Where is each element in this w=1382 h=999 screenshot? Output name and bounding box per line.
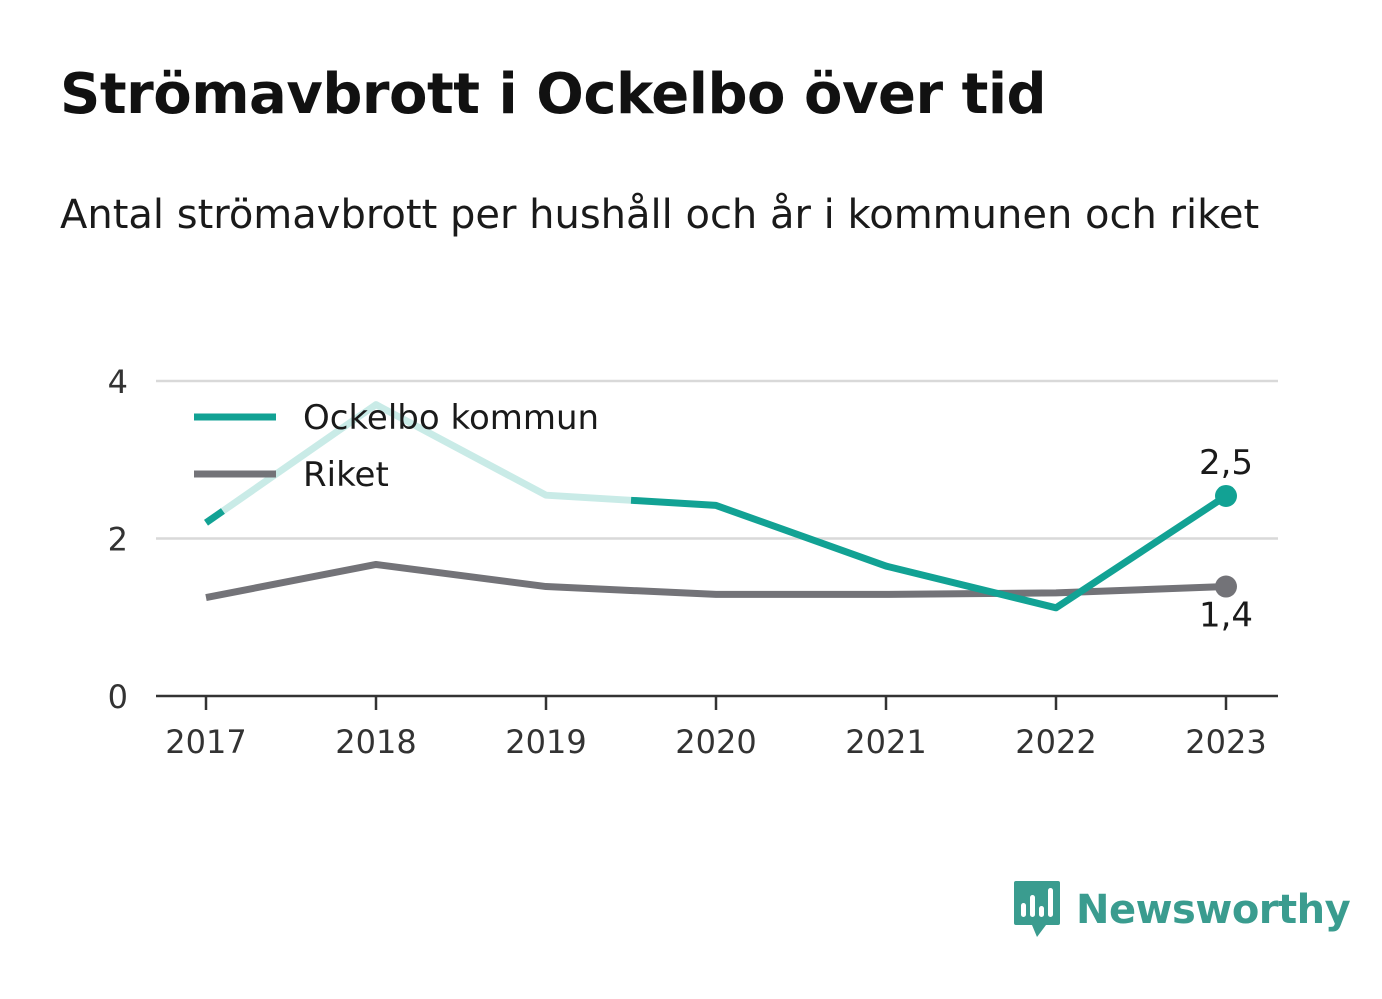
y-axis: 0 2 4 xyxy=(108,363,128,716)
x-axis: 2017 2018 2019 2020 2021 2022 2023 xyxy=(156,694,1278,761)
x-tick-label: 2020 xyxy=(675,723,756,761)
ockelbo-kommun-line-start xyxy=(204,508,225,526)
ockelbo-kommun-line-faded xyxy=(221,401,632,514)
x-tick-label: 2022 xyxy=(1015,723,1096,761)
x-tick-label: 2019 xyxy=(505,723,586,761)
ockelbo-kommun-end-point xyxy=(1215,484,1237,507)
end-labels: 2,5 1,4 xyxy=(1199,443,1253,636)
ockelbo-kommun-line xyxy=(630,493,1228,612)
x-tick-label: 2018 xyxy=(335,723,416,761)
end-label-riket: 1,4 xyxy=(1199,596,1253,636)
newsworthy-logo-icon xyxy=(1014,881,1060,937)
y-tick-label: 4 xyxy=(108,363,128,401)
grid-lines xyxy=(156,379,1278,540)
legend-label: Ockelbo kommun xyxy=(303,398,599,438)
x-tick-label: 2023 xyxy=(1185,723,1266,761)
end-label-ockelbo-kommun: 2,5 xyxy=(1199,443,1253,483)
riket-line xyxy=(205,560,1227,601)
brand-name: Newsworthy xyxy=(1076,887,1351,933)
x-tick-label: 2021 xyxy=(845,723,926,761)
x-tick-label: 2017 xyxy=(165,723,246,761)
chart-subtitle: Antal strömavbrott per hushåll och år i … xyxy=(60,192,1260,238)
y-tick-label: 2 xyxy=(108,521,128,559)
y-tick-label: 0 xyxy=(108,678,128,716)
brand: Newsworthy xyxy=(1012,878,1351,942)
legend: Ockelbo kommun Riket xyxy=(194,398,599,495)
legend-label: Riket xyxy=(303,455,389,495)
chart-title: Strömavbrott i Ockelbo över tid xyxy=(60,62,1047,127)
riket-end-point xyxy=(1215,575,1237,598)
series-lines xyxy=(204,401,1237,612)
